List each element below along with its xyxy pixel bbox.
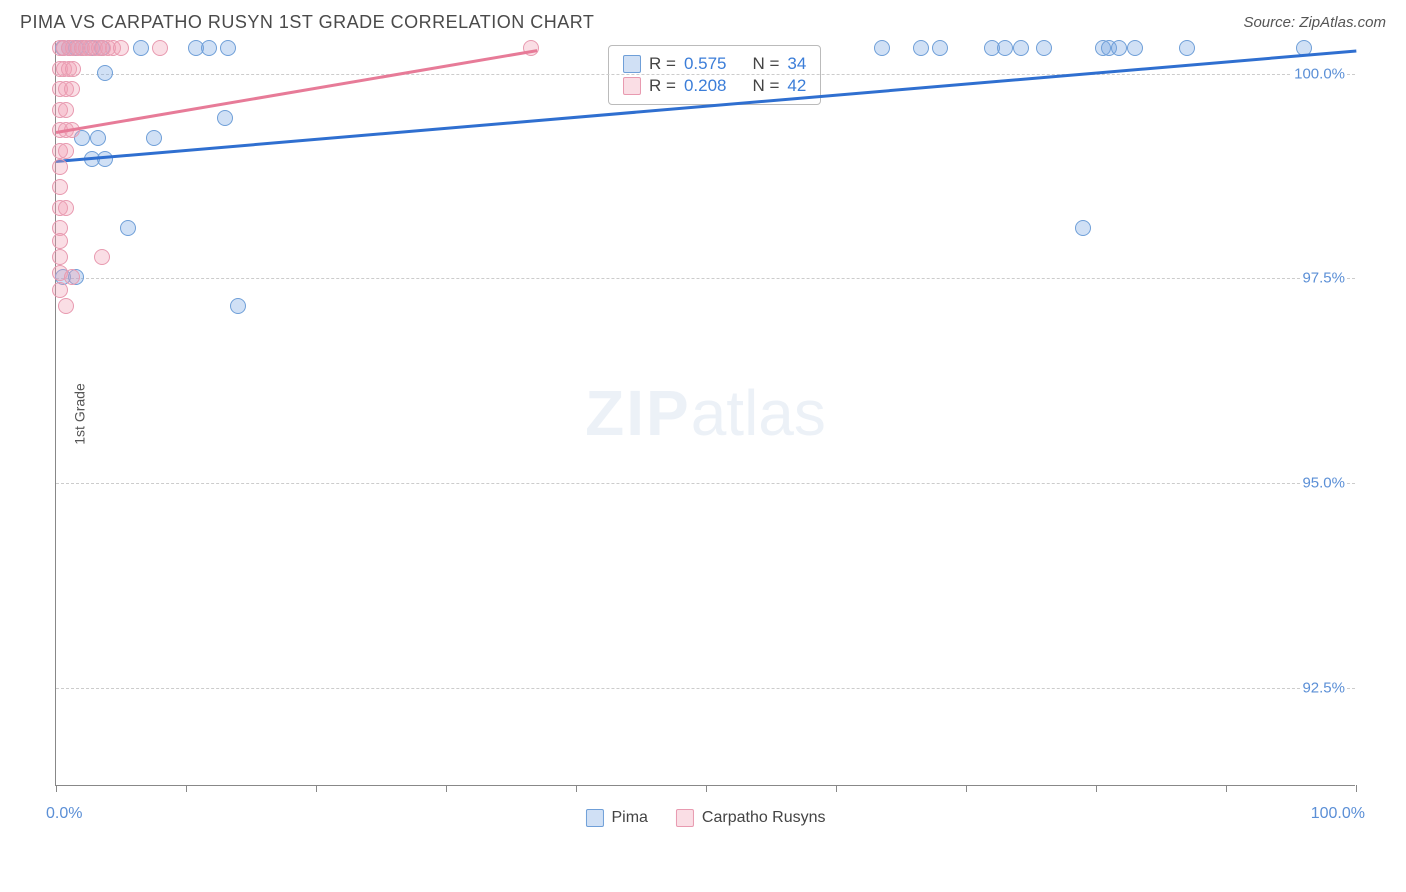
data-point (152, 40, 168, 56)
n-label: N = (752, 54, 779, 74)
gridline (56, 278, 1355, 279)
legend-swatch (585, 809, 603, 827)
x-tick (186, 785, 187, 792)
source-label: Source: ZipAtlas.com (1243, 14, 1386, 31)
data-point (120, 220, 136, 236)
legend-swatch (623, 77, 641, 95)
n-value: 34 (787, 54, 806, 74)
data-point (52, 159, 68, 175)
data-point (1075, 220, 1091, 236)
legend-row: R = 0.208 N = 42 (623, 76, 806, 96)
x-tick (56, 785, 57, 792)
trend-line (56, 49, 537, 133)
data-point (1036, 40, 1052, 56)
data-point (1127, 40, 1143, 56)
legend-label: Carpatho Rusyns (702, 809, 826, 827)
data-point (65, 61, 81, 77)
r-value: 0.208 (684, 76, 727, 96)
correlation-legend: R = 0.575 N = 34 R = 0.208 N = 42 (608, 45, 821, 105)
data-point (217, 110, 233, 126)
data-point (97, 65, 113, 81)
data-point (52, 233, 68, 249)
header: PIMA VS CARPATHO RUSYN 1ST GRADE CORRELA… (0, 0, 1406, 41)
data-point (997, 40, 1013, 56)
data-point (52, 249, 68, 265)
data-point (64, 269, 80, 285)
data-point (58, 102, 74, 118)
data-point (932, 40, 948, 56)
chart-title: PIMA VS CARPATHO RUSYN 1ST GRADE CORRELA… (20, 12, 594, 33)
y-tick-label: 100.0% (1292, 65, 1347, 82)
gridline (56, 688, 1355, 689)
data-point (52, 179, 68, 195)
data-point (230, 298, 246, 314)
r-label: R = (649, 76, 676, 96)
legend-swatch (623, 55, 641, 73)
x-min-label: 0.0% (46, 805, 82, 823)
x-tick (316, 785, 317, 792)
legend-item: Pima (585, 809, 647, 827)
r-label: R = (649, 54, 676, 74)
data-point (220, 40, 236, 56)
n-value: 42 (787, 76, 806, 96)
data-point (1013, 40, 1029, 56)
x-tick (576, 785, 577, 792)
x-tick (446, 785, 447, 792)
y-tick-label: 92.5% (1300, 679, 1347, 696)
x-tick (966, 785, 967, 792)
y-tick-label: 97.5% (1300, 270, 1347, 287)
series-legend: Pima Carpatho Rusyns (585, 809, 825, 827)
x-tick (1096, 785, 1097, 792)
data-point (1111, 40, 1127, 56)
scatter-plot: ZIPatlas R =0.575N =34R =0.208N =42 Pima… (55, 41, 1355, 786)
data-point (58, 200, 74, 216)
x-tick (836, 785, 837, 792)
data-point (133, 40, 149, 56)
data-point (201, 40, 217, 56)
data-point (874, 40, 890, 56)
legend-label: Pima (611, 809, 647, 827)
data-point (146, 130, 162, 146)
gridline (56, 74, 1355, 75)
legend-item: Carpatho Rusyns (676, 809, 826, 827)
x-max-label: 100.0% (1311, 805, 1365, 823)
data-point (58, 298, 74, 314)
data-point (64, 81, 80, 97)
r-value: 0.575 (684, 54, 727, 74)
data-point (52, 282, 68, 298)
data-point (90, 130, 106, 146)
y-tick-label: 95.0% (1300, 475, 1347, 492)
data-point (113, 40, 129, 56)
x-tick (1226, 785, 1227, 792)
data-point (58, 143, 74, 159)
legend-swatch (676, 809, 694, 827)
data-point (94, 249, 110, 265)
legend-row: R = 0.575 N = 34 (623, 54, 806, 74)
watermark: ZIPatlas (585, 376, 826, 450)
chart-wrap: 1st Grade ZIPatlas R =0.575N =34R =0.208… (45, 41, 1386, 786)
n-label: N = (752, 76, 779, 96)
x-tick (1356, 785, 1357, 792)
x-tick (706, 785, 707, 792)
data-point (913, 40, 929, 56)
gridline (56, 483, 1355, 484)
data-point (1179, 40, 1195, 56)
